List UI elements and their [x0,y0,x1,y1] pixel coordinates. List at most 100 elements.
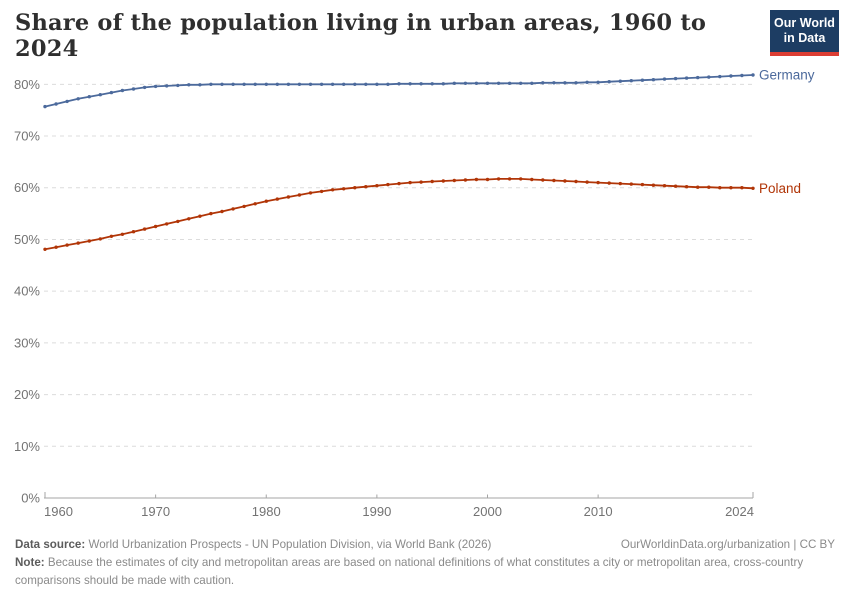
data-point-germany [618,79,622,83]
data-point-germany [684,76,689,80]
data-point-germany [253,82,257,86]
data-point-poland [740,186,744,190]
data-point-germany [275,82,279,86]
owid-logo-line1: Our World [774,16,835,30]
data-point-germany [153,84,158,89]
data-point-germany [629,79,633,83]
data-point-germany [718,74,722,79]
data-point-germany [142,85,147,90]
data-point-germany [740,73,744,78]
datasource-text: Data source: World Urbanization Prospect… [15,536,491,553]
y-axis-label-60: 60% [14,180,40,195]
data-point-germany [375,82,379,86]
data-point-poland [485,177,490,182]
data-point-germany [662,77,667,81]
data-point-poland [474,177,479,182]
y-axis-label-80: 80% [14,77,40,92]
data-point-germany [65,99,69,104]
data-point-germany [319,82,324,86]
data-point-germany [563,81,567,85]
datasource-value: World Urbanization Prospects - UN Popula… [85,538,492,551]
data-point-poland [563,179,567,183]
data-point-poland [253,202,257,206]
data-point-germany [441,82,445,86]
data-point-germany [485,81,490,85]
data-point-germany [574,81,578,85]
data-point-poland [519,177,523,181]
data-point-germany [120,88,125,93]
y-axis-label-20: 20% [14,387,40,402]
data-point-germany [751,73,755,77]
data-point-poland [43,247,47,251]
x-axis-label-1960: 1960 [44,504,73,519]
series-label-germany[interactable]: Germany [759,68,815,83]
data-point-poland [552,178,556,183]
line-chart: 0% 10% 20% 30% 40% 50% 60% 70% 80% 1960 1970 1980 19… [14,68,815,519]
data-point-poland [198,214,202,218]
data-point-germany [474,81,479,85]
data-point-germany [452,81,456,85]
data-point-poland [176,219,180,224]
data-point-poland [507,177,512,181]
data-point-poland [651,183,656,187]
data-point-poland [342,187,346,191]
data-point-poland [729,186,733,190]
y-axis-label-30: 30% [14,335,40,350]
data-point-poland [286,195,291,199]
data-point-germany [209,82,213,86]
data-point-germany [364,82,368,86]
data-point-poland [397,181,401,186]
data-point-germany [176,83,180,88]
data-point-germany [297,82,302,86]
x-axis-label-1990: 1990 [362,504,391,519]
footnote: Note: Because the estimates of city and … [15,554,835,589]
data-point-poland [618,181,622,186]
data-point-germany [76,97,80,101]
data-point-poland [541,178,545,182]
data-point-poland [54,245,58,249]
data-point-germany [519,81,523,85]
data-point-poland [131,230,136,234]
x-axis-label-1980: 1980 [252,504,281,519]
data-point-germany [696,75,700,80]
owid-logo[interactable]: Our World in Data [770,10,839,56]
data-point-poland [87,239,92,243]
data-point-poland [408,180,412,185]
data-point-germany [231,82,235,86]
data-point-poland [308,191,313,195]
data-point-germany [131,87,136,91]
data-point-poland [629,182,633,186]
y-axis-label-40: 40% [14,284,40,299]
data-point-germany [496,81,501,85]
data-point-poland [386,182,390,187]
data-point-poland [109,234,114,238]
data-point-poland [220,209,224,214]
data-point-germany [596,80,600,84]
data-point-poland [585,180,589,184]
data-point-germany [54,102,58,106]
data-point-poland [264,199,268,203]
data-point-germany [198,83,202,87]
data-point-poland [330,188,335,192]
series-line-poland [44,178,754,251]
data-point-poland [242,204,246,209]
data-point-germany [419,82,423,86]
owid-license-link[interactable]: OurWorldinData.org/urbanization | CC BY [620,538,835,551]
data-point-germany [286,82,291,86]
page-title: Share of the population living in urban … [15,10,707,62]
data-point-poland [441,179,445,183]
footnote-label: Note: [15,556,45,570]
data-point-poland [640,182,645,187]
data-point-germany [264,82,268,86]
data-point-poland [375,184,379,188]
data-point-germany [729,74,733,78]
data-point-germany [463,81,468,85]
data-point-poland [684,185,689,189]
series-line-germany [44,74,754,108]
data-point-poland [430,179,434,184]
data-point-germany [651,78,656,82]
data-point-poland [231,207,235,211]
data-point-poland [673,184,678,188]
series-label-poland[interactable]: Poland [759,181,801,196]
data-point-poland [297,193,302,197]
